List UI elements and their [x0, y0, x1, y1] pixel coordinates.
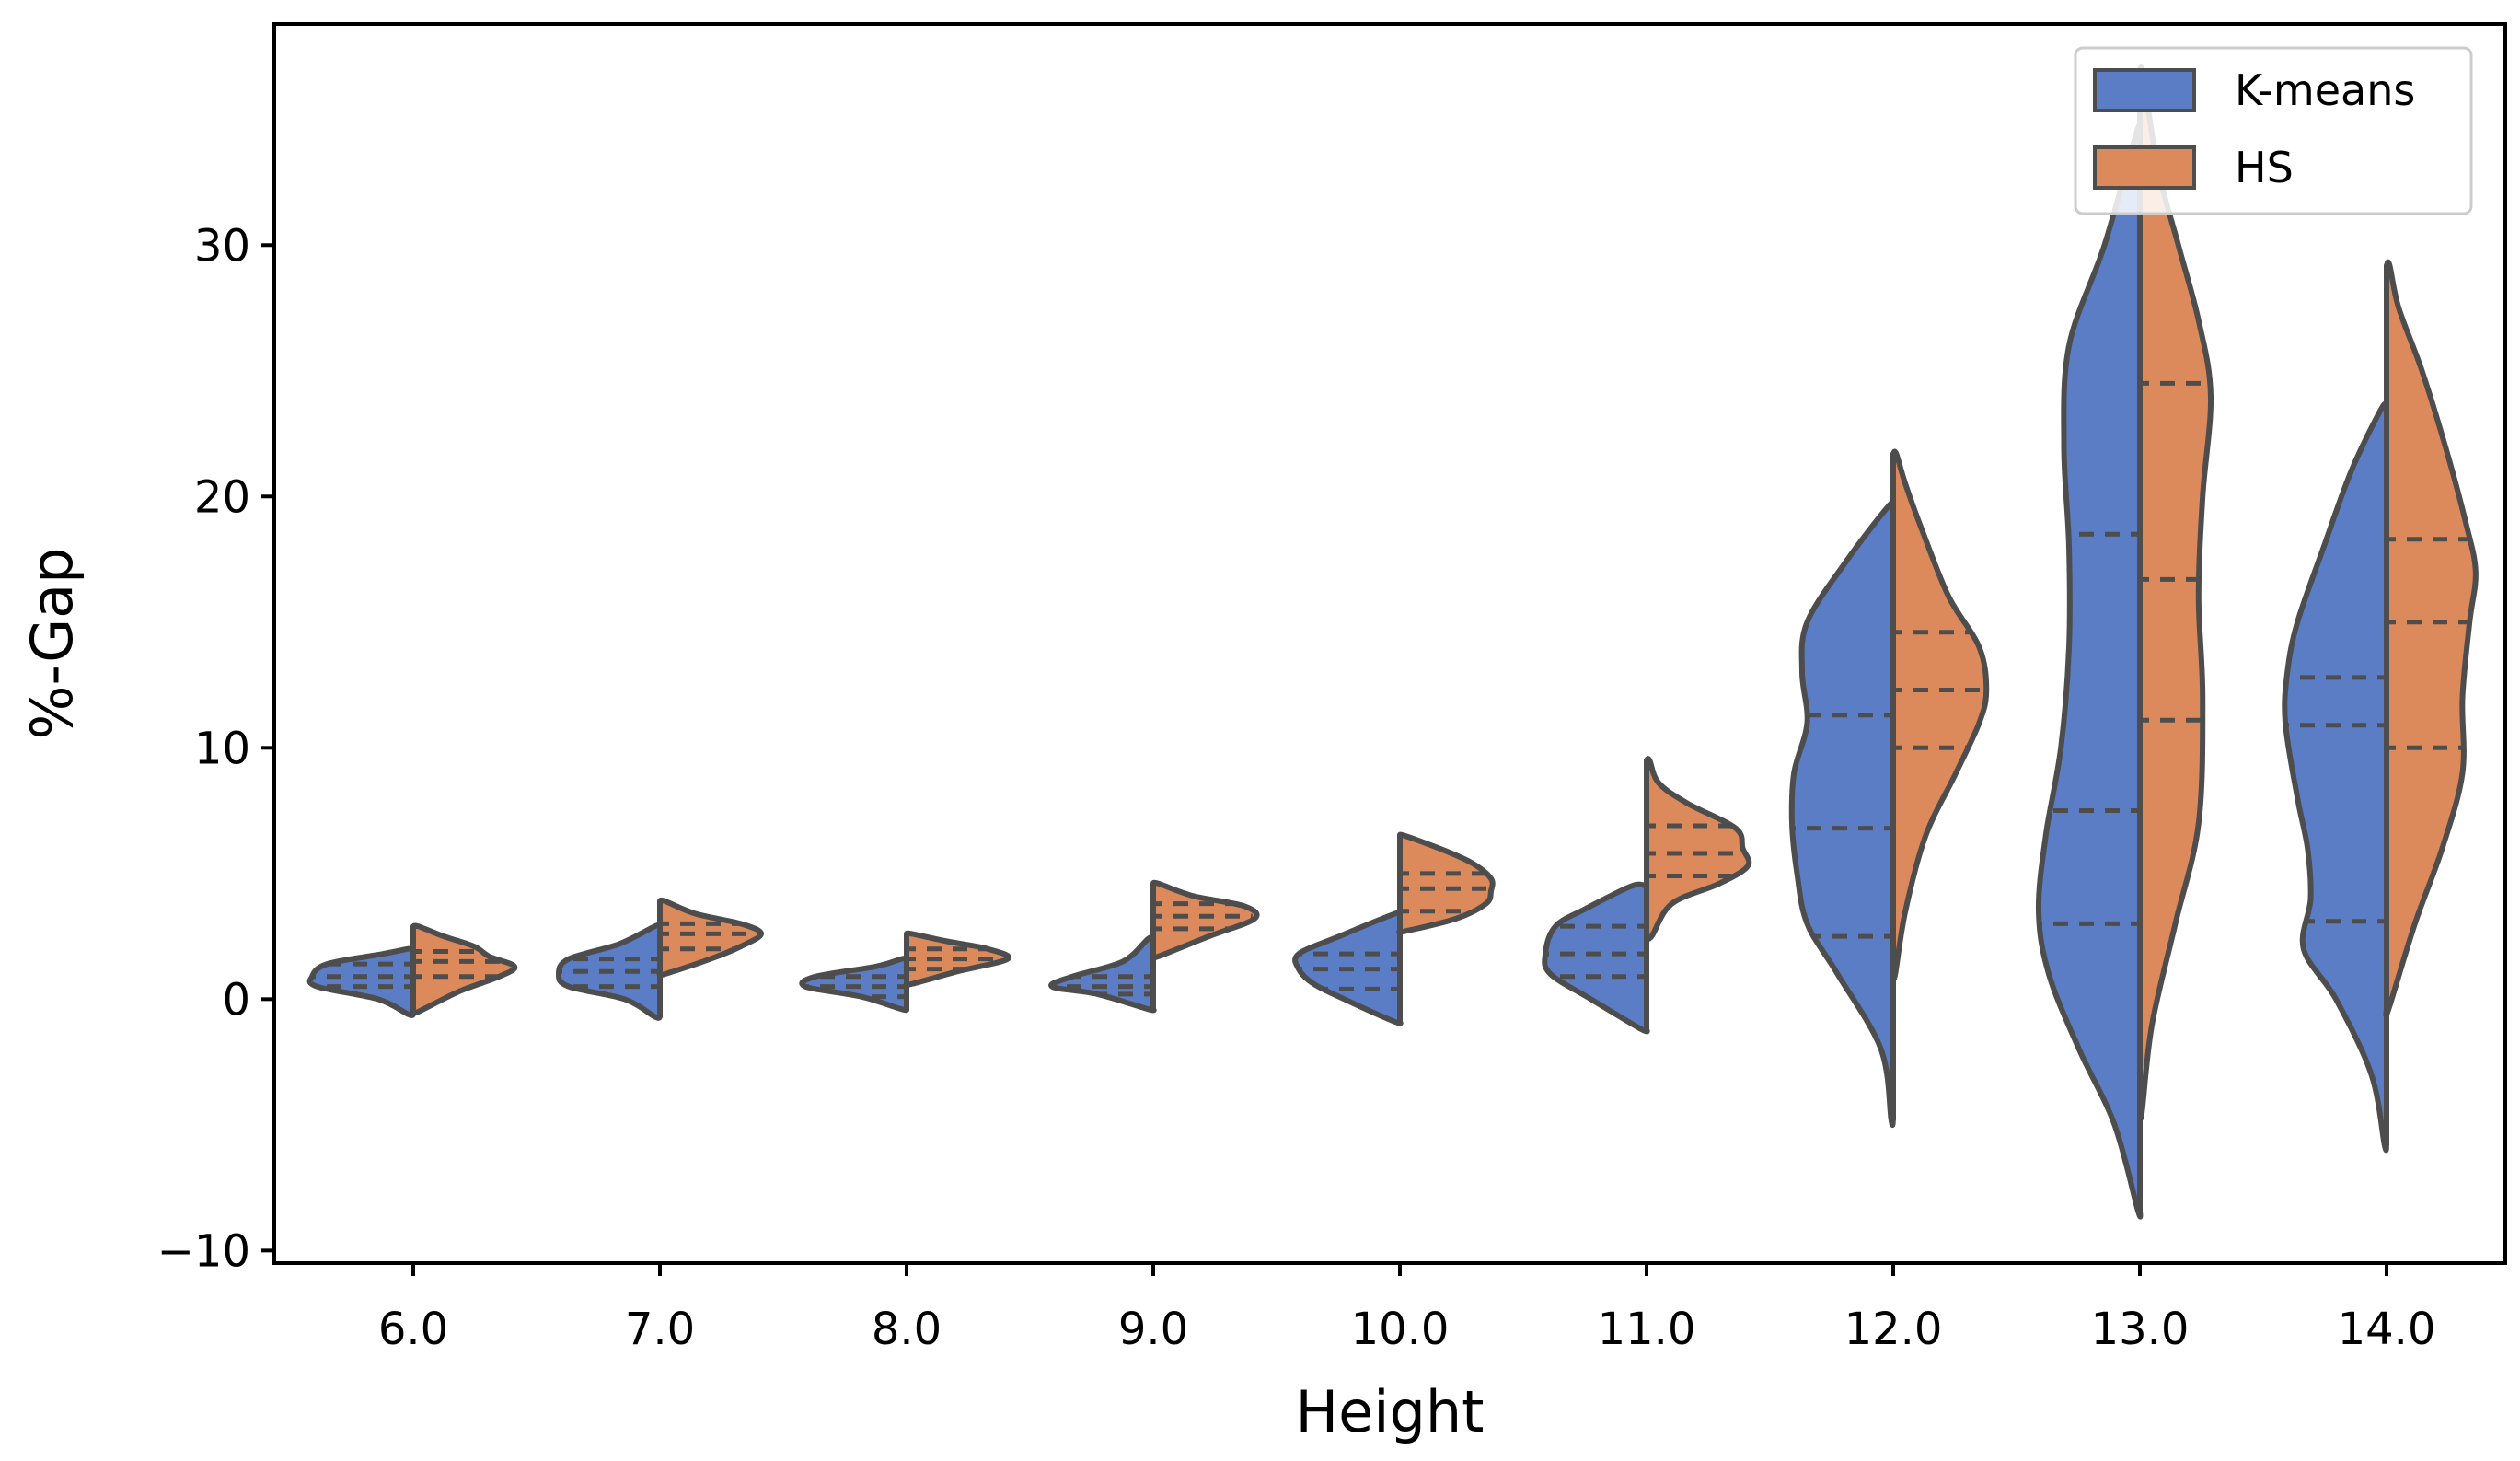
legend-label-kmeans: K-means [2235, 65, 2415, 115]
y-axis-title: %-Gap [18, 548, 86, 740]
violin-hs-10.0 [1396, 831, 1496, 935]
legend-swatch-hs [2093, 145, 2196, 190]
violin-kmeans-14.0 [2282, 400, 2389, 1154]
x-tick-label: 9.0 [1118, 1304, 1188, 1355]
x-tick-label: 11.0 [1598, 1304, 1696, 1355]
violin-kmeans-13.0 [2035, 121, 2144, 1220]
y-tick-label: 20 [194, 471, 250, 523]
y-tick-label: −10 [157, 1225, 250, 1277]
y-tick-label: 0 [222, 974, 250, 1026]
y-tick-label: 10 [194, 723, 250, 774]
x-tick-label: 10.0 [1351, 1304, 1450, 1355]
x-tick-label: 7.0 [625, 1304, 695, 1355]
x-tick-label: 13.0 [2091, 1304, 2190, 1355]
legend: K-means HS [2074, 46, 2473, 215]
x-tick-label: 8.0 [872, 1304, 942, 1355]
violin-hs-12.0 [1890, 448, 1990, 982]
violin-hs-14.0 [2383, 259, 2479, 1019]
plot-frame [272, 22, 2507, 1265]
legend-swatch-kmeans [2093, 68, 2196, 112]
legend-label-hs: HS [2235, 143, 2294, 192]
y-tick-label: 30 [194, 220, 250, 272]
x-tick-label: 6.0 [378, 1304, 448, 1355]
violin-hs-6.0 [410, 922, 518, 1016]
x-axis: 6.0 7.0 8.0 9.0 10.0 11.0 12.0 13.0 14.0 [378, 1263, 2436, 1355]
violin-layer [306, 64, 2479, 1220]
y-axis: −10 0 10 20 30 [157, 220, 274, 1277]
x-tick-label: 12.0 [1844, 1304, 1943, 1355]
x-tick-label: 14.0 [2338, 1304, 2436, 1355]
x-axis-title: Height [1296, 1378, 1485, 1445]
violin-hs-11.0 [1644, 756, 1752, 942]
violin-kmeans-12.0 [1788, 499, 1897, 1128]
